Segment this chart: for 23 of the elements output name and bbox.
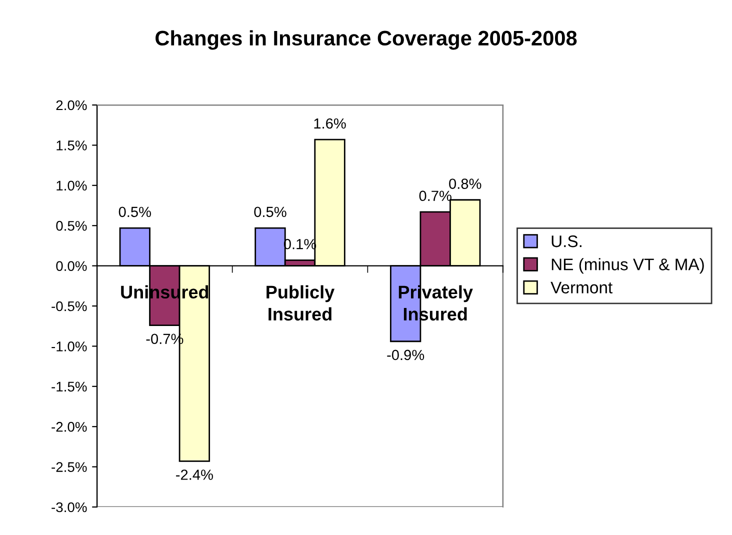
data-label: 0.7% [419, 190, 452, 202]
y-tick-label: 2.0% [56, 100, 87, 110]
y-tick-label: 0.0% [56, 261, 87, 271]
data-label: -0.9% [387, 350, 424, 360]
y-tick-label: 1.0% [56, 180, 87, 191]
y-tick-label: -1.0% [52, 342, 87, 352]
chart-title: Changes in Insurance Coverage 2005-2008 [156, 30, 577, 50]
data-label: 0.5% [254, 206, 286, 218]
legend-label: NE (minus VT & MA) [552, 258, 704, 274]
y-tick-label: -0.5% [52, 301, 87, 312]
data-label: 0.5% [118, 206, 151, 218]
data-label: 0.8% [449, 178, 482, 189]
data-label: -2.4% [176, 470, 213, 480]
y-tick-label: 0.5% [56, 220, 87, 231]
legend-label: Vermont [550, 282, 612, 294]
data-label: 1.6% [314, 118, 346, 129]
y-tick-label: -3.0% [52, 502, 87, 512]
x-tick-label: Publicly Insured [266, 285, 335, 321]
y-tick-label: -1.5% [52, 382, 87, 392]
y-tick-label: -2.5% [52, 462, 87, 472]
legend-label: U.S. [552, 235, 582, 248]
y-tick-label: 1.5% [56, 140, 87, 150]
y-tick-label: -2.0% [52, 422, 87, 432]
